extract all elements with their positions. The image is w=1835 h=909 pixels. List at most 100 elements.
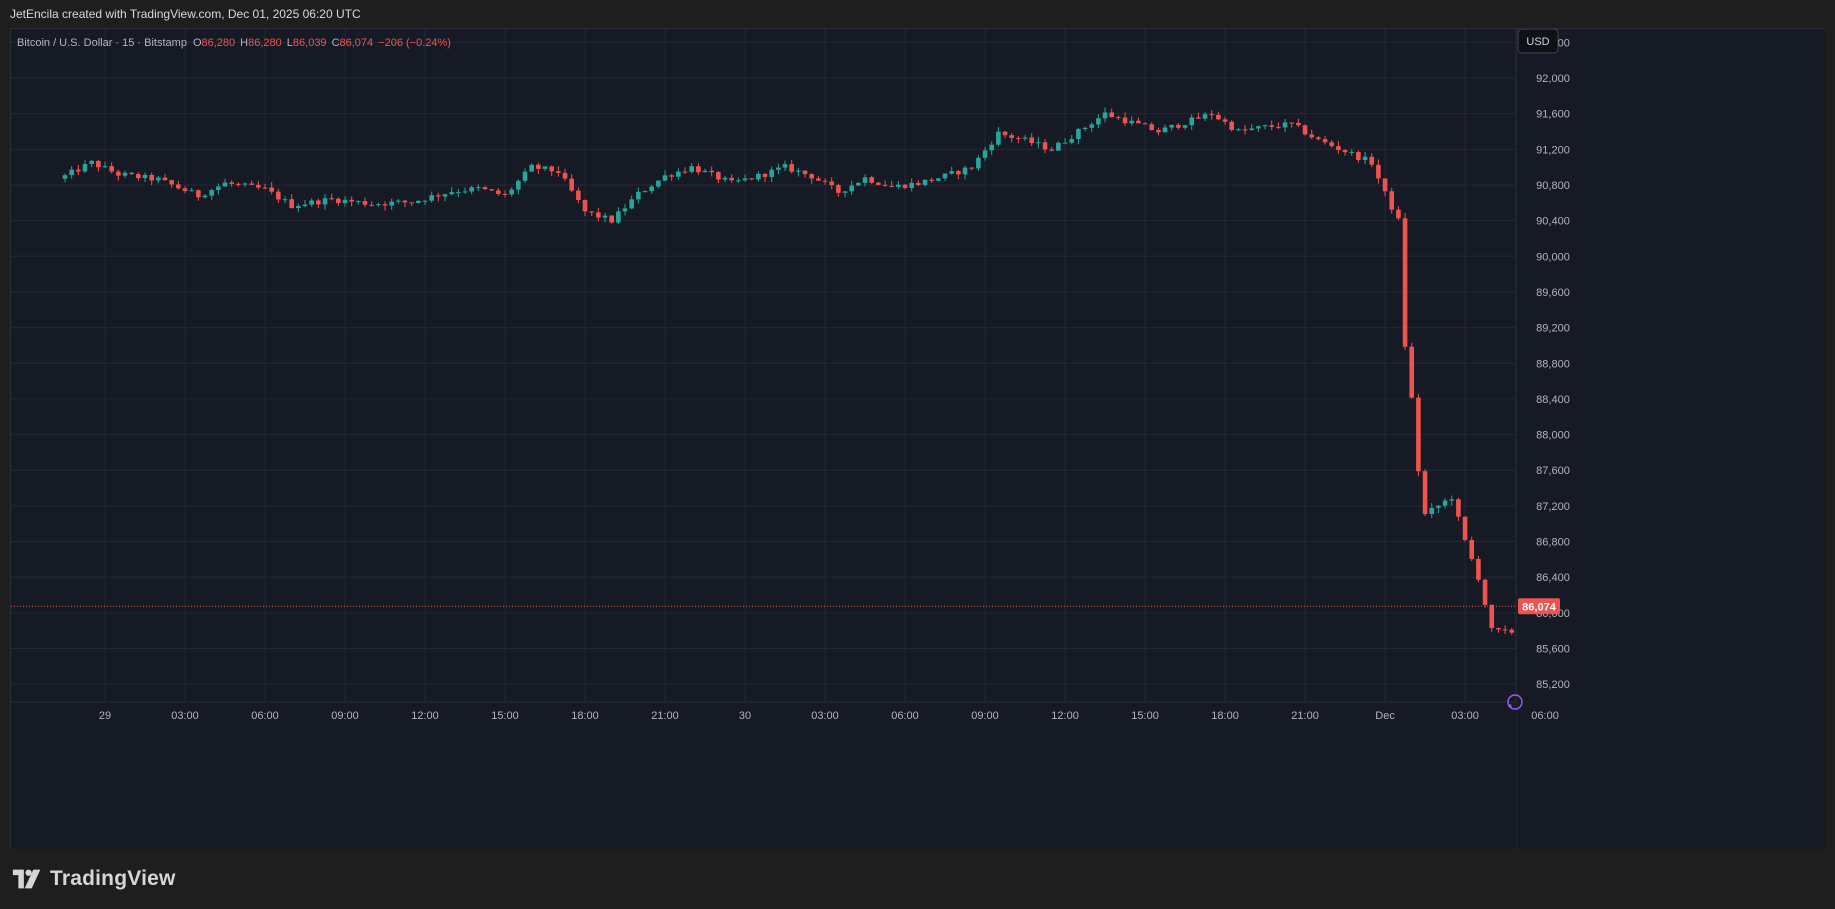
- time-tick-label: 03:00: [1451, 710, 1479, 722]
- candle-body: [1082, 127, 1088, 130]
- candle-body: [576, 190, 581, 200]
- candle-body: [542, 166, 548, 169]
- candle-body: [1242, 129, 1248, 131]
- currency-button[interactable]: USD: [1517, 29, 1559, 54]
- candle-body: [136, 174, 141, 179]
- candle-body: [556, 171, 561, 173]
- candlestick-chart[interactable]: 92,40092,00091,60091,20090,80090,40090,0…: [11, 29, 1826, 849]
- candle-body: [189, 190, 194, 192]
- candle-body: [316, 200, 321, 205]
- candle-body: [842, 191, 848, 193]
- snapshot-credit-bar: JetEncila created with TradingView.com, …: [0, 0, 1835, 28]
- price-axis[interactable]: 92,40092,00091,60091,20090,80090,40090,0…: [1515, 29, 1826, 849]
- time-tick-label: 12:00: [1051, 710, 1079, 722]
- candle-body: [116, 171, 121, 176]
- candle-body: [536, 164, 541, 169]
- candle-body: [242, 183, 248, 185]
- candle-body: [856, 182, 861, 186]
- chart-pane[interactable]: 92,40092,00091,60091,20090,80090,40090,0…: [10, 28, 1826, 849]
- candle-body: [202, 195, 208, 198]
- candle-body: [962, 167, 968, 175]
- candle-body: [1169, 124, 1175, 128]
- candle-body: [1382, 178, 1388, 192]
- candle-body: [1176, 124, 1181, 128]
- last-price-text: 86,074: [1522, 601, 1557, 613]
- candle-body: [369, 204, 374, 206]
- time-tick-label: 21:00: [651, 710, 679, 722]
- candle-body: [69, 169, 74, 176]
- candle-body: [1436, 505, 1441, 508]
- candle-body: [749, 178, 755, 180]
- candle-body: [329, 198, 334, 200]
- candle-body: [89, 160, 94, 165]
- candle-body: [1489, 604, 1495, 629]
- candle-body: [649, 186, 654, 192]
- candle-body: [896, 184, 901, 187]
- close-value: 86,074: [340, 37, 374, 49]
- candle-body: [1229, 121, 1235, 131]
- price-tick-label: 88,800: [1536, 358, 1570, 370]
- candle-body: [236, 183, 241, 185]
- high-label: H: [240, 37, 248, 49]
- candle-body: [269, 187, 274, 192]
- high-value: 86,280: [248, 37, 282, 49]
- candle-body: [1102, 112, 1108, 119]
- candle-body: [122, 172, 128, 176]
- candle-body: [796, 170, 801, 172]
- price-tick-label: 90,400: [1536, 216, 1570, 228]
- candle-body: [216, 186, 221, 190]
- candle-body: [976, 157, 981, 169]
- candle-body: [1309, 134, 1315, 138]
- candle-body: [362, 201, 368, 205]
- time-axis[interactable]: 29 03:00 06:00 09:00 12:00 15:00 18:00 21:00 30 0…: [11, 701, 1559, 849]
- candle-body: [742, 178, 748, 181]
- candle-body: [616, 211, 621, 223]
- candle-body: [1049, 149, 1055, 151]
- candle-body: [1062, 142, 1068, 144]
- candle-body: [1349, 151, 1355, 153]
- tradingview-wordmark: TradingView: [50, 867, 176, 890]
- sparkle-icon-star: [1508, 704, 1512, 708]
- time-tick-label: 09:00: [971, 710, 999, 722]
- candle-body: [1256, 126, 1261, 129]
- sparkle-icon[interactable]: [1507, 694, 1523, 710]
- candle-body: [476, 187, 481, 189]
- candle-body: [1136, 120, 1141, 124]
- candle-body: [1236, 129, 1241, 131]
- last-price-badge-bg: [1518, 598, 1560, 615]
- candle-body: [1482, 579, 1488, 605]
- candle-body: [1096, 118, 1101, 125]
- candle-body: [662, 175, 668, 181]
- time-tick-label: Dec: [1375, 710, 1395, 722]
- price-tick-label: 90,000: [1536, 251, 1570, 263]
- candle-body: [1056, 142, 1061, 151]
- candle-body: [1022, 137, 1028, 139]
- price-tick-label: 88,000: [1536, 430, 1570, 442]
- candle-body: [862, 177, 868, 183]
- candle-body: [1402, 218, 1408, 347]
- candle-body: [1282, 122, 1288, 128]
- candle-body: [1502, 629, 1508, 631]
- symbol-legend[interactable]: Bitcoin / U.S. Dollar · 15 · Bitstamp O86…: [17, 37, 451, 49]
- tradingview-logo[interactable]: TradingView: [10, 864, 176, 894]
- candle-body: [956, 171, 961, 175]
- time-tick-label: 21:00: [1291, 710, 1319, 722]
- candle-body: [596, 212, 601, 218]
- candle-body: [1149, 124, 1155, 131]
- candle-body: [142, 174, 148, 179]
- candle-body: [642, 191, 648, 193]
- candle-body: [416, 200, 421, 203]
- close-label: C: [332, 37, 340, 49]
- candle-body: [756, 173, 761, 180]
- candle-body: [1142, 123, 1148, 125]
- candle-body: [802, 170, 808, 175]
- candle-body: [456, 192, 461, 194]
- candle-body: [676, 171, 681, 177]
- candle-body: [282, 199, 288, 201]
- candle-body: [516, 180, 521, 190]
- candle-body: [1202, 114, 1208, 119]
- price-tick-label: 92,000: [1536, 73, 1570, 85]
- candle-body: [449, 192, 454, 195]
- price-tick-label: 87,200: [1536, 501, 1570, 513]
- time-tick-label: 03:00: [171, 710, 199, 722]
